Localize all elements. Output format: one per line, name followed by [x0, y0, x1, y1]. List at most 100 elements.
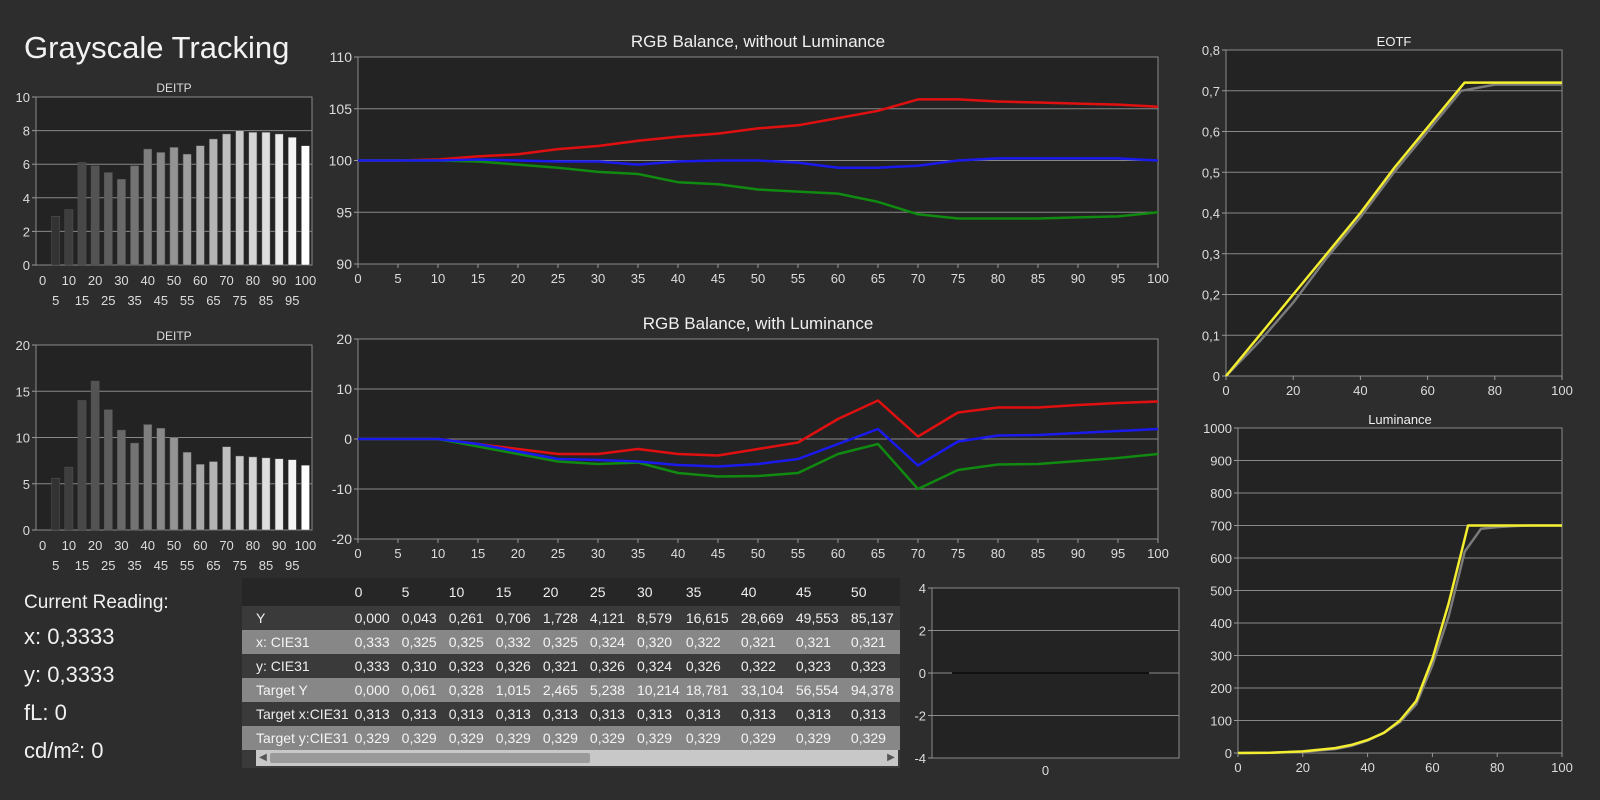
scroll-left-icon[interactable]: ◀ — [259, 752, 267, 763]
table-cell: 0,322 — [679, 630, 735, 654]
table-cell: 0,313 — [844, 702, 900, 726]
table-cell: 0,706 — [489, 606, 537, 630]
bar — [222, 446, 231, 531]
x-tick-label: 60 — [193, 538, 207, 553]
y-tick-label: 0 — [919, 666, 926, 681]
table-cell: 18,781 — [679, 678, 735, 702]
x-tick-label: 15 — [471, 546, 485, 561]
bar — [287, 459, 297, 531]
x-tick-label: 40 — [1360, 760, 1374, 775]
x-tick-label: 10 — [431, 546, 445, 561]
chart-title: RGB Balance, with Luminance — [643, 314, 874, 333]
table-cell: 0,323 — [789, 654, 845, 678]
table-cell: 0,325 — [536, 630, 584, 654]
x-tick-label: 100 — [295, 273, 317, 288]
table-horizontal-scrollbar[interactable]: ◀ ▶ — [256, 750, 898, 766]
x-tick-label: 0 — [354, 271, 361, 286]
reading-fl: fL: 0 — [24, 700, 67, 725]
x-tick-label: 55 — [180, 293, 194, 308]
table-cell: 0,321 — [789, 630, 845, 654]
bar — [51, 216, 61, 266]
table-cell: 0,321 — [844, 630, 900, 654]
x-tick-label: 0 — [39, 273, 46, 288]
x-tick-label: 25 — [101, 558, 115, 573]
x-tick-label: 95 — [1111, 271, 1125, 286]
x-tick-label: 55 — [791, 271, 805, 286]
x-tick-label: 10 — [62, 273, 76, 288]
table-cell: 16,615 — [679, 606, 735, 630]
table-cell: 0,329 — [734, 726, 790, 750]
y-tick-label: 700 — [1210, 519, 1232, 534]
measurement-table[interactable]: 0 5 10 15 20 25 30 35 40 45 50 Y 0,000 0,043 0,261 0,7… — [242, 578, 900, 768]
bar — [77, 162, 87, 266]
bar — [143, 148, 153, 266]
chart-title: EOTF — [1377, 34, 1412, 49]
y-tick-label: 110 — [330, 49, 353, 65]
y-tick-label: 8 — [23, 124, 30, 139]
x-tick-label: 70 — [219, 538, 233, 553]
table-cell: 0,313 — [536, 702, 584, 726]
bar — [301, 465, 310, 531]
table-cell: 0,329 — [583, 726, 631, 750]
y-tick-label: 0,8 — [1202, 43, 1220, 58]
y-tick-label: 0 — [1213, 369, 1220, 384]
x-tick-label: 60 — [831, 546, 845, 561]
bar — [103, 409, 113, 531]
bar — [64, 209, 74, 266]
y-tick-label: 20 — [336, 331, 352, 347]
x-tick-label: 80 — [991, 546, 1005, 561]
table-cell: 0,323 — [844, 654, 900, 678]
x-tick-label: 90 — [272, 273, 286, 288]
table-cell: 0,320 — [630, 630, 680, 654]
y-tick-label: 500 — [1210, 584, 1232, 599]
x-tick-label: 20 — [1286, 383, 1300, 398]
x-tick-label: 75 — [232, 293, 246, 308]
y-tick-label: 5 — [23, 477, 30, 492]
table-cell: 0,313 — [348, 702, 396, 726]
table-cell: 0,043 — [395, 606, 443, 630]
table-row-label: Target Y — [242, 678, 349, 702]
chart-title: DEITP — [156, 329, 191, 343]
bar — [51, 477, 61, 531]
table-row-label: Target x:CIE31 — [242, 702, 349, 726]
y-tick-label: -10 — [332, 481, 352, 497]
x-tick-label: 30 — [114, 538, 128, 553]
x-tick-label: 70 — [911, 271, 925, 286]
bar — [195, 145, 205, 266]
table-cell: 85,137 — [844, 606, 900, 630]
x-tick-label: 75 — [951, 271, 965, 286]
x-tick-label: 35 — [127, 293, 141, 308]
y-tick-label: 10 — [16, 431, 30, 446]
table-cell: 8,579 — [630, 606, 680, 630]
bar — [248, 132, 258, 266]
table-column-header: 0 — [348, 578, 396, 606]
y-tick-label: 0 — [1225, 746, 1232, 761]
scrollbar-thumb[interactable] — [270, 753, 590, 763]
table-row: Target Y 0,000 0,061 0,328 1,015 2,465 5,238 10… — [242, 678, 900, 702]
table-cell: 0,332 — [489, 630, 537, 654]
y-tick-label: 10 — [16, 90, 30, 105]
table-cell: 56,554 — [789, 678, 845, 702]
bar — [169, 437, 179, 531]
x-tick-label: 5 — [52, 558, 59, 573]
x-tick-label: 80 — [1488, 383, 1502, 398]
scroll-right-icon[interactable]: ▶ — [887, 752, 895, 763]
bar — [117, 179, 126, 266]
reading-x: x: 0,3333 — [24, 624, 115, 649]
x-tick-label: 20 — [511, 271, 525, 286]
table-cell: 0,310 — [395, 654, 443, 678]
table-cell: 0,326 — [679, 654, 735, 678]
table-cell: 0,000 — [348, 678, 396, 702]
table-cell: 0,321 — [734, 630, 790, 654]
bar — [209, 138, 218, 266]
x-tick-label: 85 — [259, 558, 273, 573]
y-tick-label: 0,3 — [1202, 247, 1220, 262]
x-tick-label: 95 — [285, 293, 299, 308]
table-cell: 0,313 — [734, 702, 790, 726]
bar — [90, 380, 100, 531]
y-tick-label: 105 — [329, 101, 353, 117]
x-tick-label: 60 — [1425, 760, 1439, 775]
table-cell: 94,378 — [844, 678, 900, 702]
chart-title: DEITP — [156, 81, 191, 95]
x-tick-label: 40 — [671, 271, 685, 286]
